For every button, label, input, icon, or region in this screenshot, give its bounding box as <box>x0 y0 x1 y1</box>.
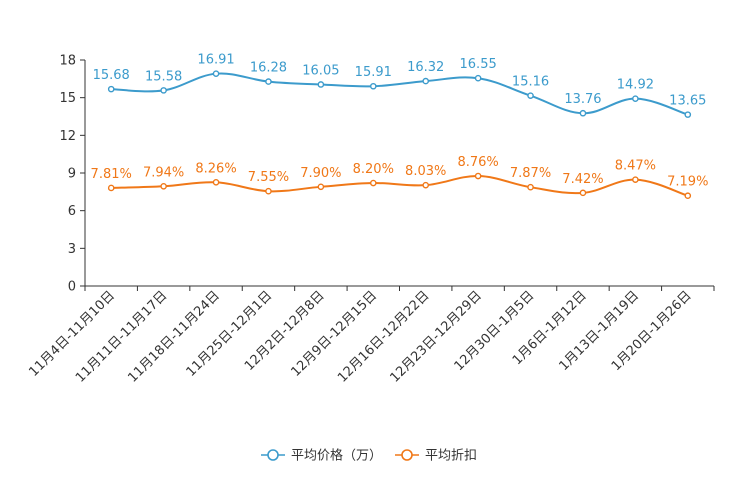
series-1-data-label: 8.76% <box>457 155 498 170</box>
series-0-point[interactable] <box>107 85 115 93</box>
series-0-point[interactable] <box>422 77 430 85</box>
series-1-point[interactable] <box>632 176 639 183</box>
series-0-data-label: 15.91 <box>355 65 392 80</box>
series-1-data-label: 7.87% <box>510 166 551 181</box>
series-line-0 <box>111 72 689 116</box>
series-1-point[interactable] <box>107 184 115 192</box>
series-0-point[interactable] <box>474 74 482 82</box>
y-tick-label: 9 <box>68 167 76 182</box>
series-1-data-label: 7.90% <box>300 166 341 181</box>
x-tick-label: 12月16日-12月22日 <box>335 288 432 385</box>
series-0-data-label: 15.68 <box>93 68 130 83</box>
series-1-point[interactable] <box>369 179 377 187</box>
legend[interactable]: 平均价格（万） 平均折扣 <box>261 448 477 464</box>
legend-label-1: 平均折扣 <box>425 449 477 464</box>
series-1-point[interactable] <box>160 183 167 190</box>
series-1-point[interactable] <box>212 178 220 186</box>
series-0-data-label: 16.28 <box>250 61 287 76</box>
series-0-point[interactable] <box>369 82 377 90</box>
series-1-point[interactable] <box>265 187 272 195</box>
legend-marker-0 <box>267 449 279 461</box>
series-0-data-label: 13.76 <box>564 92 601 107</box>
series-1-point[interactable] <box>579 189 587 197</box>
series-1-point[interactable] <box>527 183 534 191</box>
x-tick-label: 11月4日-11月10日 <box>26 288 118 380</box>
series-0-data-label: 16.55 <box>460 57 497 72</box>
series-1-point[interactable] <box>317 183 325 191</box>
series-1-data-label: 8.47% <box>615 159 656 174</box>
series-1-data-label: 8.26% <box>195 161 236 176</box>
y-tick-label: 3 <box>68 242 76 257</box>
series-0-data-label: 15.16 <box>512 75 549 90</box>
axes-layer: 0 3 6 9 12 15 18 11月4日-11月10日11月11日-11月17日11月18… <box>26 54 715 386</box>
y-tick-label: 0 <box>68 280 76 295</box>
series-1-data-label: 7.55% <box>248 170 289 185</box>
x-tick-label: 12月23日-12月29日 <box>387 288 484 385</box>
series-layer <box>107 70 692 200</box>
series-0-point[interactable] <box>212 70 220 77</box>
series-1-data-label: 7.42% <box>562 172 603 187</box>
series-0-point[interactable] <box>579 109 587 117</box>
y-tick-label: 6 <box>68 204 76 219</box>
series-0-point[interactable] <box>632 95 639 102</box>
y-tick-label: 18 <box>59 54 76 69</box>
series-0-point[interactable] <box>684 111 692 118</box>
series-1-data-label: 7.81% <box>91 167 132 182</box>
series-0-data-label: 15.58 <box>145 69 182 84</box>
series-1-point[interactable] <box>422 181 430 189</box>
series-1-data-label: 8.03% <box>405 164 446 179</box>
series-0-data-label: 13.65 <box>669 94 706 109</box>
labels-layer: 15.68 15.58 16.91 16.28 16.05 15.91 16.32 16.55… <box>91 53 709 190</box>
series-0-data-label: 16.91 <box>197 53 234 68</box>
x-tick-label: 11月18日-11月24日 <box>125 288 222 385</box>
series-line-1 <box>111 175 689 197</box>
legend-item-1[interactable]: 平均折扣 <box>395 449 477 464</box>
y-tick-label: 15 <box>59 91 76 106</box>
series-0-data-label: 16.32 <box>407 60 444 75</box>
series-1-point[interactable] <box>474 172 482 180</box>
legend-label-0: 平均价格（万） <box>291 448 382 464</box>
series-0-data-label: 14.92 <box>617 78 654 93</box>
series-1-data-label: 7.19% <box>667 175 708 190</box>
series-1-data-label: 8.20% <box>353 162 394 177</box>
series-0-point[interactable] <box>527 92 534 99</box>
series-0-point[interactable] <box>265 78 272 85</box>
x-tick-label: 11月11日-11月17日 <box>73 288 170 385</box>
series-1-point[interactable] <box>684 192 692 200</box>
series-0-point[interactable] <box>317 81 325 88</box>
y-tick-label: 12 <box>59 129 76 144</box>
series-0-data-label: 16.05 <box>302 63 339 78</box>
legend-item-0[interactable]: 平均价格（万） <box>261 448 382 464</box>
series-1-data-label: 7.94% <box>143 165 184 180</box>
series-0-point[interactable] <box>160 87 167 94</box>
legend-marker-1 <box>401 449 413 461</box>
